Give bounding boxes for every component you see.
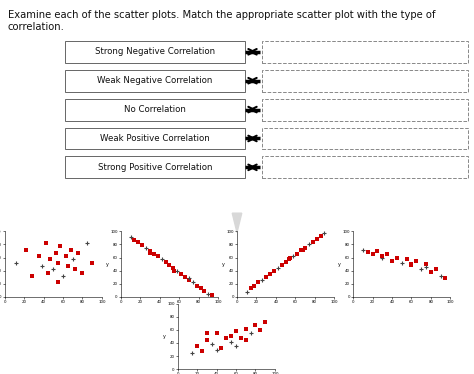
Bar xyxy=(65,156,245,178)
Bar xyxy=(65,128,245,150)
Text: No Correlation: No Correlation xyxy=(124,105,186,114)
Bar xyxy=(65,99,245,120)
Y-axis label: y: y xyxy=(338,261,341,267)
Bar xyxy=(262,41,468,63)
Bar xyxy=(262,70,468,92)
Bar xyxy=(262,156,468,178)
Text: Strong Negative Correlation: Strong Negative Correlation xyxy=(95,47,215,56)
Bar xyxy=(65,70,245,92)
Y-axis label: y: y xyxy=(106,261,109,267)
Polygon shape xyxy=(232,213,242,233)
Text: Examine each of the scatter plots. Match the appropriate scatter plot with the t: Examine each of the scatter plots. Match… xyxy=(8,10,436,31)
Y-axis label: y: y xyxy=(222,261,225,267)
Bar xyxy=(65,41,245,63)
Bar xyxy=(262,128,468,150)
Y-axis label: y: y xyxy=(163,334,166,339)
Text: Weak Negative Correlation: Weak Negative Correlation xyxy=(97,76,213,85)
Text: Strong Positive Correlation: Strong Positive Correlation xyxy=(98,163,212,172)
Text: Weak Positive Correlation: Weak Positive Correlation xyxy=(100,134,210,143)
Bar xyxy=(262,99,468,120)
